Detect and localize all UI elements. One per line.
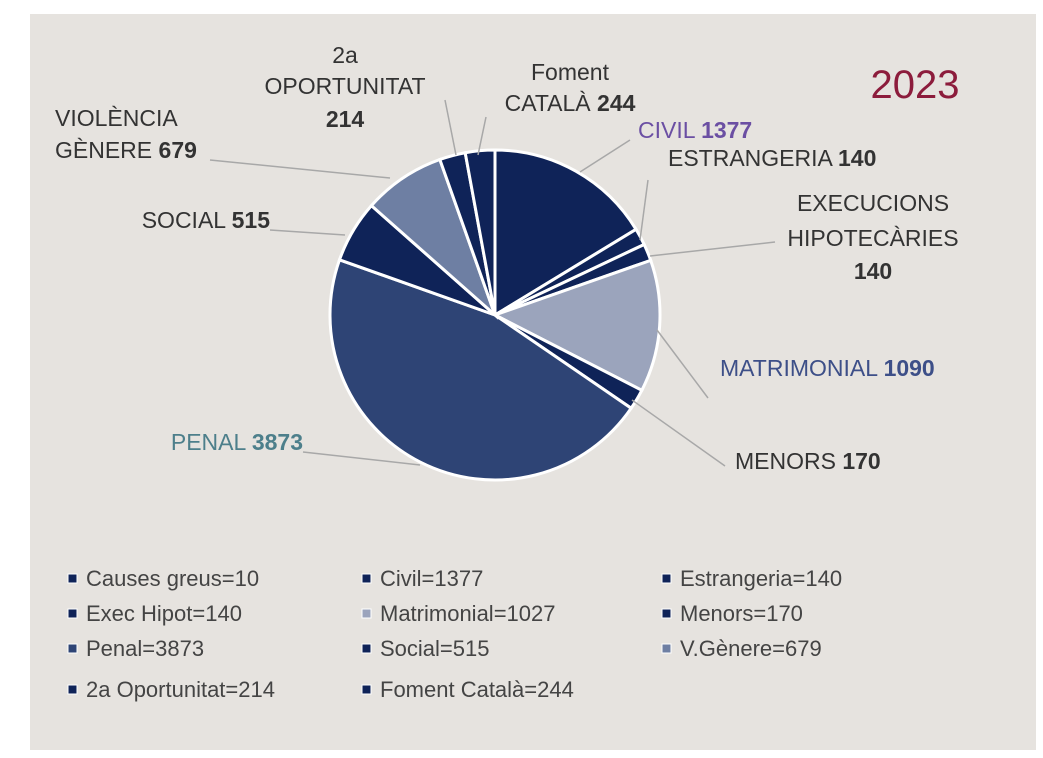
pie-slice: [491, 258, 662, 393]
leader-line: [269, 229, 346, 236]
pie-slice: [493, 148, 639, 318]
slice-label-text: Foment: [531, 59, 610, 85]
slice-label: OPORTUNITAT: [265, 73, 426, 99]
slice-label-text: CATALÀ: [505, 90, 592, 116]
legend-label: V.Gènere=679: [680, 636, 822, 661]
pie-slice: [463, 148, 497, 316]
legend-swatch: [361, 684, 372, 695]
legend-swatch: [661, 643, 672, 654]
leader-line: [639, 179, 649, 241]
legend-swatch: [361, 573, 372, 584]
leader-line: [649, 241, 776, 257]
leader-line: [302, 451, 421, 466]
slice-label: ESTRANGERIA 140: [668, 145, 876, 171]
slice-label-text: 2a: [332, 42, 358, 68]
slice-label: MENORS 170: [735, 448, 881, 474]
slice-value: 140: [854, 258, 892, 284]
slice-label-text: VIOLÈNCIA: [55, 105, 178, 131]
legend-label: Civil=1377: [380, 566, 483, 591]
slice-label-text: PENAL: [171, 429, 247, 455]
slice-label-text: GÈNERE: [55, 137, 152, 163]
legend-label: Foment Català=244: [380, 677, 574, 702]
slice-value: 679: [159, 137, 197, 163]
slice-label: PENAL 3873: [171, 429, 303, 455]
slice-label: HIPOTECÀRIES: [787, 225, 958, 251]
leader-line: [209, 159, 391, 179]
legend-swatch: [67, 684, 78, 695]
slice-value: 1090: [884, 355, 935, 381]
slice-label: CIVIL 1377: [638, 117, 752, 143]
legend-swatch: [361, 643, 372, 654]
slice-value: 244: [597, 90, 636, 116]
legend-label: Exec Hipot=140: [86, 601, 242, 626]
legend-swatch: [661, 608, 672, 619]
slice-value: 3873: [252, 429, 303, 455]
leader-line: [477, 116, 487, 156]
legend-label: Causes greus=10: [86, 566, 259, 591]
leader-line: [656, 329, 709, 399]
legend-swatch: [361, 608, 372, 619]
slice-value: 515: [232, 207, 271, 233]
slice-label-text: CIVIL: [638, 117, 696, 143]
leader-line: [444, 99, 457, 156]
slice-label: EXECUCIONS: [797, 190, 949, 216]
slice-value: 140: [838, 145, 876, 171]
slice-value: 170: [842, 448, 880, 474]
leader-line: [579, 139, 631, 173]
slice-label-text: OPORTUNITAT: [265, 73, 426, 99]
slice-label: SOCIAL 515: [142, 207, 270, 233]
slice-label: VIOLÈNCIA: [55, 105, 178, 131]
slice-label: MATRIMONIAL 1090: [720, 355, 935, 381]
slice-value: 1377: [701, 117, 752, 143]
slice-label: Foment: [531, 59, 610, 85]
leader-line: [631, 399, 726, 467]
pie-slice: [328, 257, 634, 482]
legend-label: Penal=3873: [86, 636, 204, 661]
legend-label: Social=515: [380, 636, 489, 661]
slice-label-text: HIPOTECÀRIES: [787, 225, 958, 251]
slice-label: 2a: [332, 42, 358, 68]
legend-label: Matrimonial=1027: [380, 601, 555, 626]
slice-label-text: MENORS: [735, 448, 836, 474]
slice-value: 214: [326, 106, 365, 132]
slice-label-text: ESTRANGERIA: [668, 145, 834, 171]
chart-title: 2023: [871, 63, 960, 107]
legend-swatch: [67, 608, 78, 619]
legend-swatch: [67, 573, 78, 584]
legend-label: 2a Oportunitat=214: [86, 677, 275, 702]
slice-label: GÈNERE 679: [55, 137, 197, 163]
slice-label: CATALÀ 244: [505, 90, 636, 116]
slice-label-text: SOCIAL: [142, 207, 227, 233]
legend-label: Estrangeria=140: [680, 566, 842, 591]
legend-swatch: [67, 643, 78, 654]
legend-swatch: [661, 573, 672, 584]
legend-label: Menors=170: [680, 601, 803, 626]
slice-label-text: MATRIMONIAL: [720, 355, 878, 381]
slice-label-text: EXECUCIONS: [797, 190, 949, 216]
